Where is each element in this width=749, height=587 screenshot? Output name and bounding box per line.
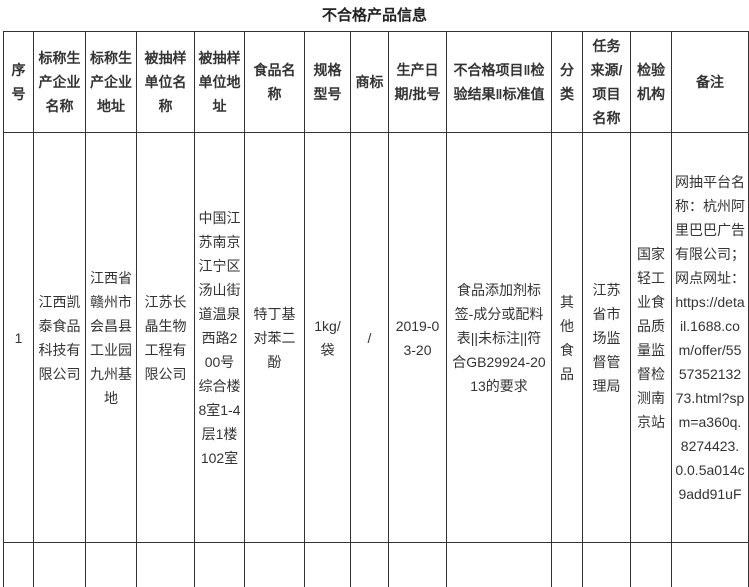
cell-food-name: 特丁基对苯二酚: [245, 133, 305, 543]
cell-sampled-unit-name: 江苏长晶生物工程有限公司: [137, 133, 195, 543]
cell-category: 其他食品: [552, 133, 583, 543]
table-row-partial: [4, 543, 749, 587]
cell-remarks: 网抽平台名称：杭州阿里巴巴广告有限公司；网点网址：https://detail.…: [672, 133, 749, 543]
cell-empty: [86, 543, 137, 587]
cell-trademark: /: [351, 133, 389, 543]
cell-empty: [305, 543, 351, 587]
col-header-producer-name: 标称生产企业名称: [34, 32, 86, 133]
col-header-production-date: 生产日期/批号: [389, 32, 447, 133]
col-header-producer-address: 标称生产企业地址: [86, 32, 137, 133]
cell-empty: [631, 543, 672, 587]
col-header-sampled-unit-address: 被抽样单位地址: [195, 32, 245, 133]
cell-empty: [137, 543, 195, 587]
table-header-row: 序号 标称生产企业名称 标称生产企业地址 被抽样单位名称 被抽样单位地址 食品名…: [4, 32, 749, 133]
col-header-food-name: 食品名称: [245, 32, 305, 133]
col-header-remarks: 备注: [672, 32, 749, 133]
cell-task-source: 江苏省市场监督管理局: [583, 133, 631, 543]
cell-empty: [389, 543, 447, 587]
col-header-inspection-agency: 检验机构: [631, 32, 672, 133]
cell-empty: [195, 543, 245, 587]
cell-empty: [583, 543, 631, 587]
cell-producer-address: 江西省赣州市会昌县工业园九州基地: [86, 133, 137, 543]
table-row: 1 江西凯泰食品科技有限公司 江西省赣州市会昌县工业园九州基地 江苏长晶生物工程…: [4, 133, 749, 543]
cell-empty: [245, 543, 305, 587]
col-header-failed-item-result-standard: 不合格项目‖检验结果‖标准值: [447, 32, 552, 133]
cell-empty: [672, 543, 749, 587]
col-header-category: 分类: [552, 32, 583, 133]
cell-empty: [552, 543, 583, 587]
cell-failed-item-result-standard: 食品添加剂标签-成分或配料表||未标注||符合GB29924-2013的要求: [447, 133, 552, 543]
col-header-task-source: 任务来源/项目名称: [583, 32, 631, 133]
cell-seq: 1: [4, 133, 34, 543]
col-header-sampled-unit-name: 被抽样单位名称: [137, 32, 195, 133]
cell-production-date: 2019-03-20: [389, 133, 447, 543]
cell-inspection-agency: 国家轻工业食品质量监督检测南京站: [631, 133, 672, 543]
col-header-spec-model: 规格型号: [305, 32, 351, 133]
col-header-trademark: 商标: [351, 32, 389, 133]
cell-producer-name: 江西凯泰食品科技有限公司: [34, 133, 86, 543]
cell-empty: [34, 543, 86, 587]
defective-products-table: 序号 标称生产企业名称 标称生产企业地址 被抽样单位名称 被抽样单位地址 食品名…: [3, 31, 749, 587]
page-title: 不合格产品信息: [0, 0, 749, 31]
cell-spec-model: 1kg/袋: [305, 133, 351, 543]
cell-empty: [4, 543, 34, 587]
cell-empty: [447, 543, 552, 587]
cell-sampled-unit-address: 中国江苏南京江宁区汤山街道温泉西路200号综合楼8室1-4层1楼102室: [195, 133, 245, 543]
cell-empty: [351, 543, 389, 587]
col-header-seq: 序号: [4, 32, 34, 133]
